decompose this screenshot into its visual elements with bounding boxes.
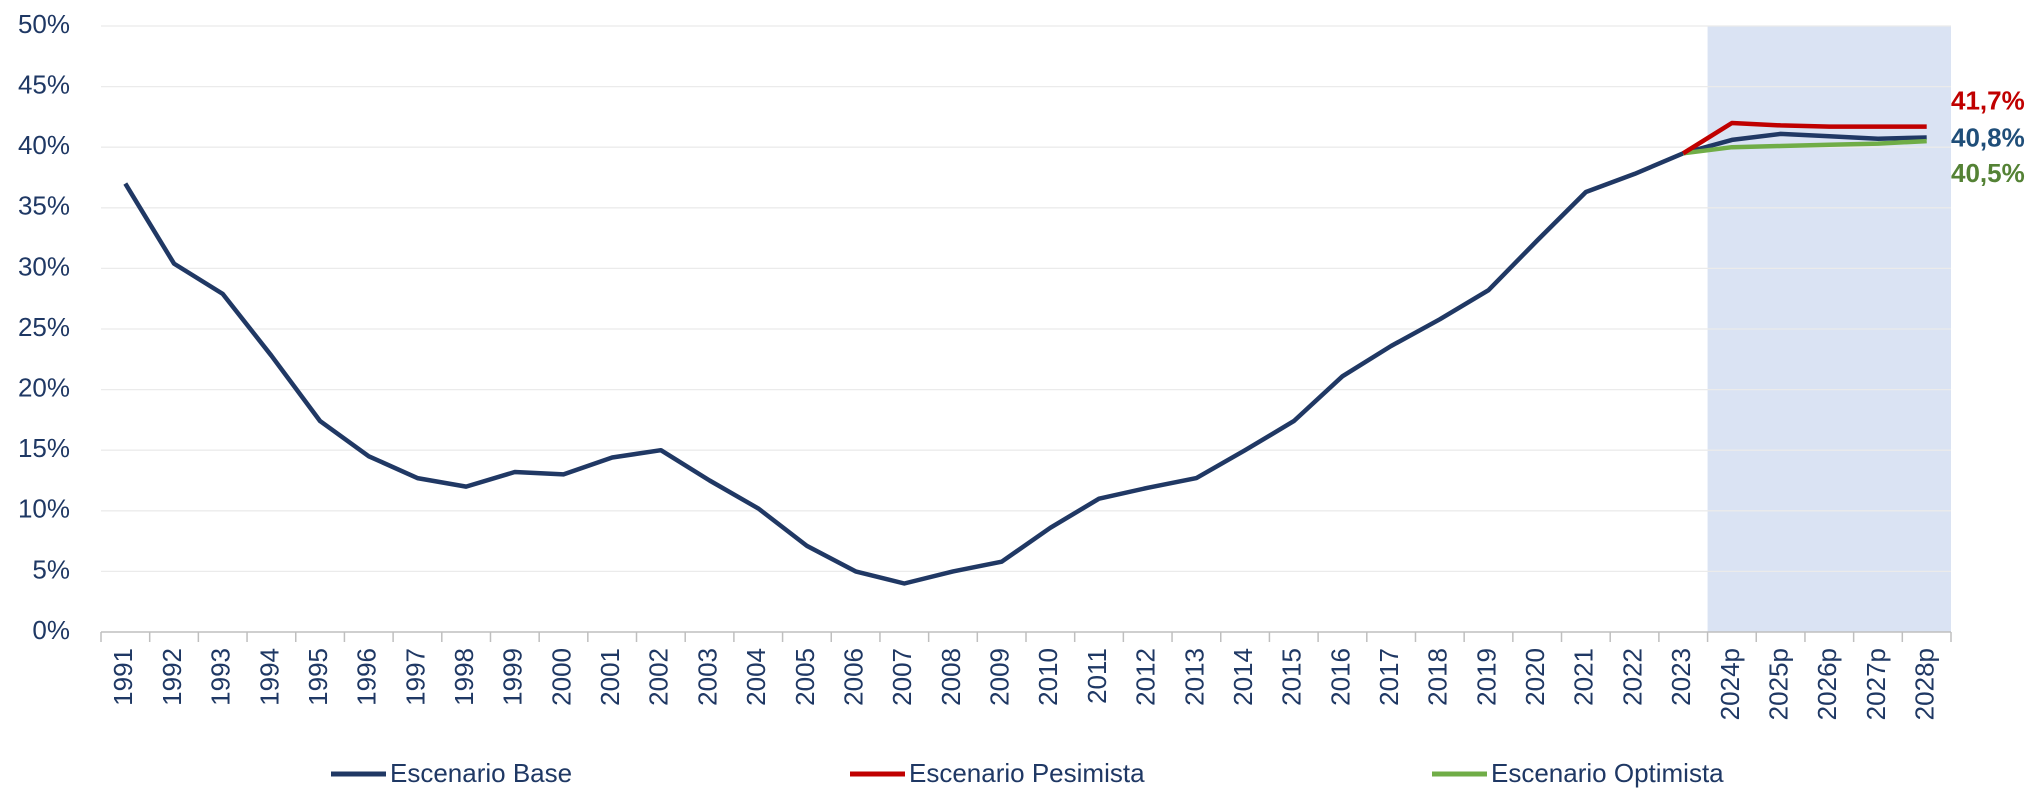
- x-tick-label: 2009: [985, 648, 1015, 706]
- x-tick-label: 2007: [887, 648, 917, 706]
- x-tick-label: 1996: [352, 648, 382, 706]
- y-tick-label: 25%: [18, 312, 70, 342]
- x-tick-label: 2011: [1082, 648, 1112, 704]
- y-tick-label: 0%: [32, 615, 70, 645]
- x-tick-label: 2026p: [1812, 648, 1842, 720]
- y-tick-label: 20%: [18, 372, 70, 402]
- x-tick-label: 1999: [498, 648, 528, 706]
- line-series: [123, 131, 1927, 586]
- x-tick-label: 2003: [692, 648, 722, 706]
- x-tick-label: 2000: [546, 648, 576, 706]
- x-tick-label: 1995: [303, 648, 333, 706]
- x-tick-label: 2013: [1179, 648, 1209, 706]
- y-tick-label: 30%: [18, 251, 70, 281]
- x-tick-label: 2005: [790, 648, 820, 706]
- x-tick-label: 2018: [1423, 648, 1453, 706]
- x-tick-label: 2014: [1228, 648, 1258, 706]
- x-tick-label: 2001: [595, 648, 625, 706]
- legend-label: Escenario Base: [390, 758, 572, 788]
- x-tick-label: 2023: [1666, 648, 1696, 706]
- y-tick-label: 50%: [18, 9, 70, 39]
- x-tick-label: 2022: [1617, 648, 1647, 706]
- end-label: 40,8%: [1951, 122, 2025, 152]
- y-tick-label: 15%: [18, 433, 70, 463]
- x-tick-label: 1997: [400, 648, 430, 706]
- x-tick-label: 1998: [449, 648, 479, 706]
- y-tick-label: 35%: [18, 191, 70, 221]
- x-tick-label: 2012: [1131, 648, 1161, 706]
- x-tick-label: 2017: [1374, 648, 1404, 706]
- y-tick-label: 10%: [18, 494, 70, 524]
- x-tick-label: 2027p: [1861, 648, 1891, 720]
- y-tick-label: 5%: [32, 554, 70, 584]
- x-tick-label: 2024p: [1715, 648, 1745, 720]
- end-label: 41,7%: [1951, 85, 2025, 115]
- x-tick-label: 1994: [254, 648, 284, 706]
- x-tick-label: 2019: [1471, 648, 1501, 706]
- x-tick-label: 2015: [1277, 648, 1307, 706]
- x-tick-label: 2008: [936, 648, 966, 706]
- line-series: [1682, 120, 1927, 156]
- x-tick-label: 2025p: [1763, 648, 1793, 720]
- x-tick-label: 1991: [108, 648, 138, 706]
- x-tick-label: 1992: [157, 648, 187, 706]
- x-tick-label: 2004: [741, 648, 771, 706]
- x-tick-label: 2010: [1033, 648, 1063, 706]
- x-tick-label: 2028p: [1910, 648, 1940, 720]
- y-tick-label: 40%: [18, 130, 70, 160]
- x-tick-label: 2002: [644, 648, 674, 706]
- x-tick-label: 2006: [838, 648, 868, 706]
- legend-label: Escenario Optimista: [1491, 758, 1724, 788]
- x-tick-label: 2020: [1520, 648, 1550, 706]
- y-tick-label: 45%: [18, 69, 70, 99]
- x-tick-label: 1993: [206, 648, 236, 706]
- end-label: 40,5%: [1951, 158, 2025, 188]
- legend-label: Escenario Pesimista: [909, 758, 1145, 788]
- x-tick-label: 2016: [1325, 648, 1355, 706]
- x-tick-label: 2021: [1569, 648, 1599, 706]
- line-series: [1682, 138, 1927, 156]
